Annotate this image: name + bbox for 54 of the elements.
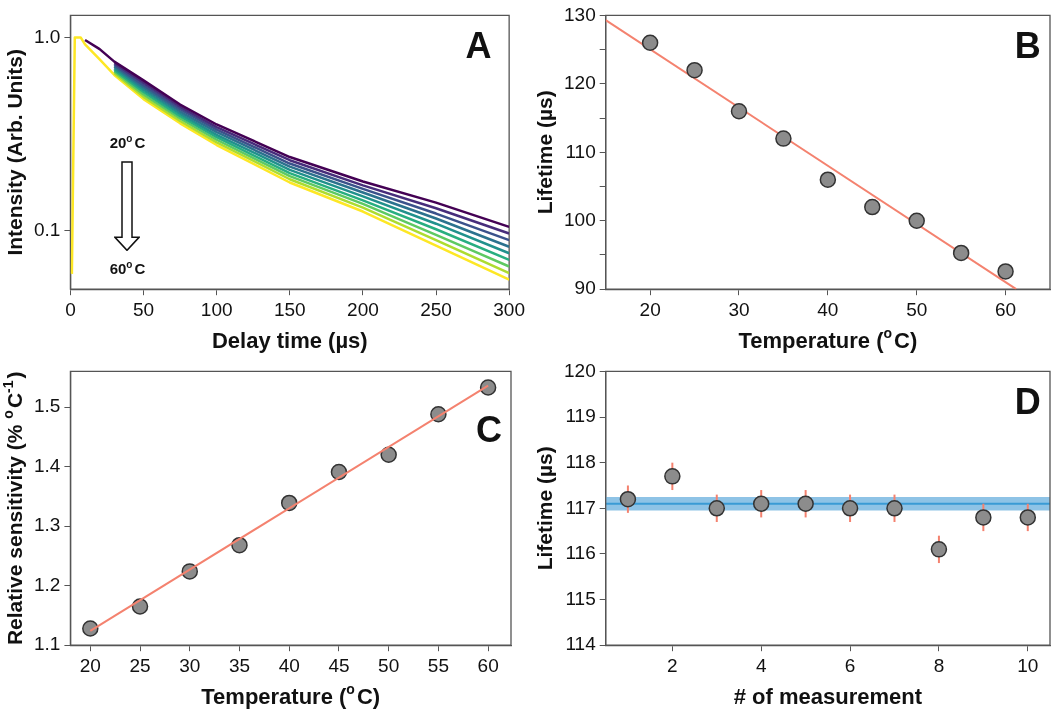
x-tick-label: 2 xyxy=(667,654,678,676)
y-axis-title: Intensity (Arb. Units) xyxy=(2,49,26,256)
annotation: B xyxy=(1014,25,1041,67)
y-tick-label: 90 xyxy=(574,277,596,299)
y-tick-label: 1.5 xyxy=(33,395,61,417)
x-tick-label: 10 xyxy=(1017,654,1039,676)
y-tick-label: 110 xyxy=(565,140,596,162)
y-tick-label: 118 xyxy=(565,450,596,472)
y-tick-label: 115 xyxy=(565,587,596,609)
x-tick-label: 45 xyxy=(328,654,350,676)
y-axis-title: Lifetime (µs) xyxy=(532,90,556,215)
y-tick-label: 116 xyxy=(565,542,596,564)
x-tick-label: 30 xyxy=(728,298,750,320)
x-tick-label: 50 xyxy=(906,298,928,320)
x-tick-label: 60 xyxy=(995,298,1017,320)
x-tick-label: 150 xyxy=(273,298,306,320)
y-tick-label: 1.1 xyxy=(33,633,61,655)
x-tick-label: 60 xyxy=(477,654,499,676)
x-tick-label: 8 xyxy=(933,654,945,676)
y-tick-label: 0.1 xyxy=(33,219,61,241)
y-axis-title: Lifetime (µs) xyxy=(532,446,556,571)
y-tick-label: 100 xyxy=(564,208,596,230)
y-tick-label: 120 xyxy=(564,72,596,94)
x-tick-label: 35 xyxy=(228,654,251,676)
y-tick-label: 1.0 xyxy=(33,25,61,47)
x-tick-label: 40 xyxy=(278,654,300,676)
x-tick-label: 6 xyxy=(844,654,856,676)
x-tick-label: 250 xyxy=(420,298,452,320)
x-tick-label: 55 xyxy=(427,654,449,676)
x-tick-label: 0 xyxy=(65,298,76,320)
y-tick-label: 130 xyxy=(564,3,596,25)
annotation: C xyxy=(475,408,502,450)
x-tick-label: 30 xyxy=(179,654,201,676)
x-tick-label: 200 xyxy=(347,298,379,320)
x-tick-label: 20 xyxy=(79,654,101,676)
x-tick-label: 20 xyxy=(639,298,661,320)
x-tick-label: 4 xyxy=(755,654,767,676)
x-tick-label: 50 xyxy=(132,298,155,320)
y-tick-label: 1.3 xyxy=(33,514,61,536)
y-tick-label: 120 xyxy=(564,359,596,381)
x-tick-label: 25 xyxy=(129,654,151,676)
annotation: D xyxy=(1014,381,1041,423)
x-tick-label: 40 xyxy=(817,298,839,320)
annotation: A xyxy=(465,25,492,67)
y-tick-label: 119 xyxy=(565,405,596,427)
y-tick-label: 1.4 xyxy=(33,454,61,476)
x-axis-title: Delay time (µs) xyxy=(211,328,368,354)
x-tick-label: 300 xyxy=(493,298,525,320)
x-tick-label: 100 xyxy=(200,298,233,320)
y-tick-label: 1.2 xyxy=(33,573,61,595)
y-tick-label: 114 xyxy=(565,633,597,655)
x-axis-title: # of measurement xyxy=(733,684,923,710)
y-tick-label: 117 xyxy=(565,496,596,518)
x-tick-label: 50 xyxy=(378,654,400,676)
